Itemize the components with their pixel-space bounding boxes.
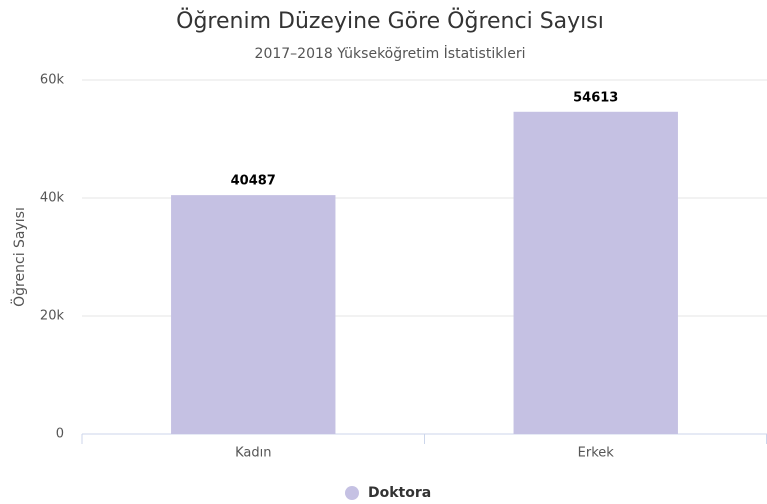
chart-subtitle: 2017–2018 Yükseköğretim İstatistikleri [255, 44, 526, 62]
y-tick-label: 0 [56, 427, 64, 442]
legend-marker [345, 486, 359, 500]
y-tick-label: 60k [40, 73, 65, 88]
data-label: 54613 [573, 90, 618, 105]
y-tick-label: 20k [40, 309, 65, 324]
bar [513, 111, 678, 435]
bar [171, 195, 336, 434]
legend-label: Doktora [368, 485, 431, 501]
data-label: 40487 [231, 174, 276, 189]
y-axis-title: Öğrenci Sayısı [10, 207, 28, 307]
x-tick-label: Erkek [578, 446, 615, 461]
y-tick-label: 40k [40, 191, 65, 206]
chart-title: Öğrenim Düzeyine Göre Öğrenci Sayısı [176, 8, 604, 34]
x-tick-label: Kadın [235, 446, 271, 461]
